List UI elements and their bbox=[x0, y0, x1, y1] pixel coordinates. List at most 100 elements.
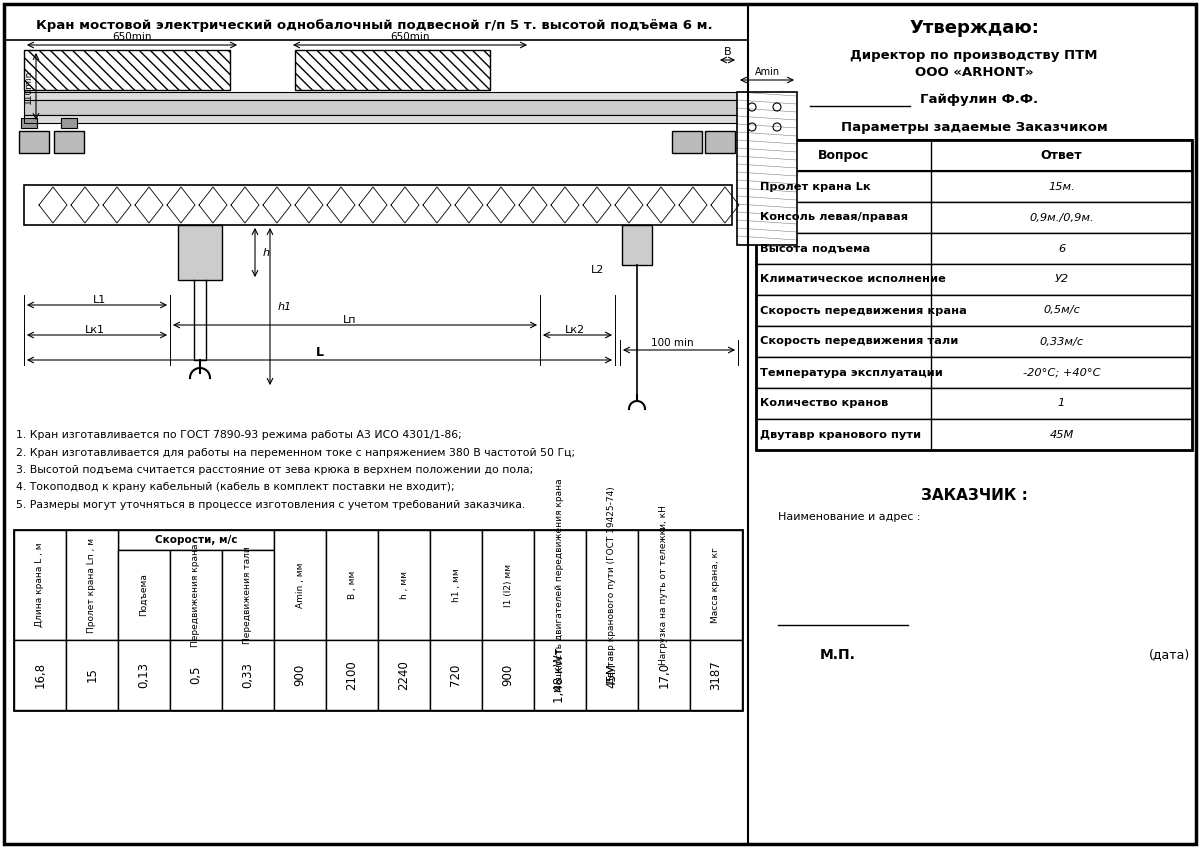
Text: 0,5м/с: 0,5м/с bbox=[1043, 305, 1080, 315]
Text: Длина крана L , м: Длина крана L , м bbox=[36, 543, 44, 628]
Text: М.П.: М.П. bbox=[820, 648, 856, 662]
Bar bbox=[756, 140, 1192, 171]
Text: B: B bbox=[724, 47, 731, 57]
Bar bbox=[14, 640, 66, 710]
Bar bbox=[534, 530, 586, 640]
Text: ООО «ARHONT»: ООО «ARHONT» bbox=[914, 66, 1033, 80]
Bar bbox=[756, 264, 1192, 295]
Bar bbox=[430, 640, 482, 710]
Bar bbox=[690, 530, 742, 640]
Text: ЗАКАЗЧИК :: ЗАКАЗЧИК : bbox=[920, 488, 1027, 503]
Bar bbox=[170, 550, 222, 640]
Text: 2240: 2240 bbox=[397, 660, 410, 690]
Text: 1: 1 bbox=[1058, 399, 1066, 409]
Text: 110min: 110min bbox=[24, 70, 32, 103]
Text: Lк2: Lк2 bbox=[565, 325, 586, 335]
Text: 3187: 3187 bbox=[709, 660, 722, 690]
Text: 2100: 2100 bbox=[346, 660, 359, 690]
Text: Lп: Lп bbox=[343, 315, 356, 325]
Bar bbox=[672, 131, 702, 153]
Bar bbox=[274, 640, 326, 710]
Bar bbox=[482, 530, 534, 640]
Text: 0,5: 0,5 bbox=[190, 666, 203, 684]
Bar bbox=[24, 115, 742, 123]
Text: Температура эксплуатации: Температура эксплуатации bbox=[760, 367, 943, 377]
Bar bbox=[638, 530, 690, 640]
Bar bbox=[54, 131, 84, 153]
Text: 15: 15 bbox=[85, 667, 98, 683]
Text: Высота подъема: Высота подъема bbox=[760, 243, 870, 254]
Text: 17,0: 17,0 bbox=[658, 662, 671, 688]
Text: Консоль левая/правая: Консоль левая/правая bbox=[760, 213, 908, 222]
Text: h1 , мм: h1 , мм bbox=[451, 568, 461, 602]
Text: h , мм: h , мм bbox=[400, 571, 408, 599]
Bar bbox=[24, 50, 230, 90]
Text: Вопрос: Вопрос bbox=[818, 149, 869, 162]
Bar bbox=[756, 419, 1192, 450]
Text: Двутавр кранового пути: Двутавр кранового пути bbox=[760, 429, 922, 439]
Text: Пролет крана Lп , м: Пролет крана Lп , м bbox=[88, 538, 96, 633]
Circle shape bbox=[773, 103, 781, 111]
Bar bbox=[14, 530, 66, 640]
Bar bbox=[61, 118, 77, 128]
Bar bbox=[378, 530, 430, 640]
Bar bbox=[534, 640, 586, 710]
Text: h: h bbox=[263, 248, 270, 258]
Text: Параметры задаемые Заказчиком: Параметры задаемые Заказчиком bbox=[841, 120, 1108, 133]
Bar bbox=[66, 530, 118, 640]
Text: 5. Размеры могут уточняться в процессе изготовления с учетом требований заказчик: 5. Размеры могут уточняться в процессе и… bbox=[16, 500, 526, 510]
Text: h1: h1 bbox=[278, 302, 292, 311]
Bar bbox=[24, 100, 742, 115]
Text: Скорости, м/с: Скорости, м/с bbox=[155, 535, 238, 545]
Text: 100 min: 100 min bbox=[650, 338, 694, 348]
Bar bbox=[690, 640, 742, 710]
Text: (дата): (дата) bbox=[1150, 649, 1190, 661]
Bar bbox=[178, 225, 222, 280]
Bar bbox=[756, 233, 1192, 264]
Bar bbox=[756, 326, 1192, 357]
Bar bbox=[19, 131, 49, 153]
Text: l1 (l2) мм: l1 (l2) мм bbox=[504, 563, 512, 606]
Bar bbox=[482, 640, 534, 710]
Bar bbox=[378, 640, 430, 710]
Bar bbox=[586, 530, 638, 640]
Text: 3. Высотой подъема считается расстояние от зева крюка в верхнем положении до пол: 3. Высотой подъема считается расстояние … bbox=[16, 465, 533, 475]
Text: 0,9м./0,9м.: 0,9м./0,9м. bbox=[1030, 213, 1094, 222]
Circle shape bbox=[748, 103, 756, 111]
Bar bbox=[756, 202, 1192, 233]
Bar bbox=[756, 357, 1192, 388]
Text: Подъема: Подъема bbox=[139, 573, 149, 616]
Text: 45М: 45М bbox=[606, 662, 618, 688]
Text: Нагрузка на путь от тележки, кН: Нагрузка на путь от тележки, кН bbox=[660, 505, 668, 665]
Text: Двутавр кранового пути (ГОСТ 19425-74): Двутавр кранового пути (ГОСТ 19425-74) bbox=[607, 486, 617, 683]
Bar bbox=[22, 118, 37, 128]
Bar bbox=[24, 92, 742, 100]
Text: Кран мостовой электрический однобалочный подвесной г/п 5 т. высотой подъёма 6 м.: Кран мостовой электрический однобалочный… bbox=[36, 20, 713, 32]
Text: 1. Кран изготавливается по ГОСТ 7890-93 режима работы А3 ИСО 4301/1-86;: 1. Кран изготавливается по ГОСТ 7890-93 … bbox=[16, 430, 462, 440]
Text: 15м.: 15м. bbox=[1048, 181, 1075, 192]
Text: 0,33м/с: 0,33м/с bbox=[1039, 337, 1084, 347]
Text: Утверждаю:: Утверждаю: bbox=[910, 19, 1039, 37]
Text: 900: 900 bbox=[294, 664, 306, 686]
Text: Скорость передвижения тали: Скорость передвижения тали bbox=[760, 337, 959, 347]
Bar bbox=[756, 140, 1192, 450]
Text: Масса крана, кг: Масса крана, кг bbox=[712, 547, 720, 623]
Text: L1: L1 bbox=[94, 295, 107, 305]
Text: Климатическое исполнение: Климатическое исполнение bbox=[760, 275, 946, 284]
Bar bbox=[118, 550, 170, 640]
Bar bbox=[118, 640, 170, 710]
Text: Гайфулин Ф.Ф.: Гайфулин Ф.Ф. bbox=[920, 93, 1038, 107]
Text: Директор по производству ПТМ: Директор по производству ПТМ bbox=[851, 49, 1098, 63]
Circle shape bbox=[773, 123, 781, 131]
Text: 2. Кран изготавливается для работы на переменном токе с напряжением 380 В частот: 2. Кран изготавливается для работы на пе… bbox=[16, 448, 575, 458]
Text: Пролет крана Lк: Пролет крана Lк bbox=[760, 181, 871, 192]
Text: Ответ: Ответ bbox=[1040, 149, 1082, 162]
Text: Amin: Amin bbox=[755, 67, 780, 77]
Text: Передвижения крана: Передвижения крана bbox=[192, 544, 200, 647]
Bar bbox=[756, 388, 1192, 419]
Bar bbox=[274, 530, 326, 640]
Text: 16,8: 16,8 bbox=[34, 662, 47, 688]
Text: 0,13: 0,13 bbox=[138, 662, 150, 688]
Text: 6: 6 bbox=[1058, 243, 1066, 254]
Bar bbox=[706, 131, 734, 153]
